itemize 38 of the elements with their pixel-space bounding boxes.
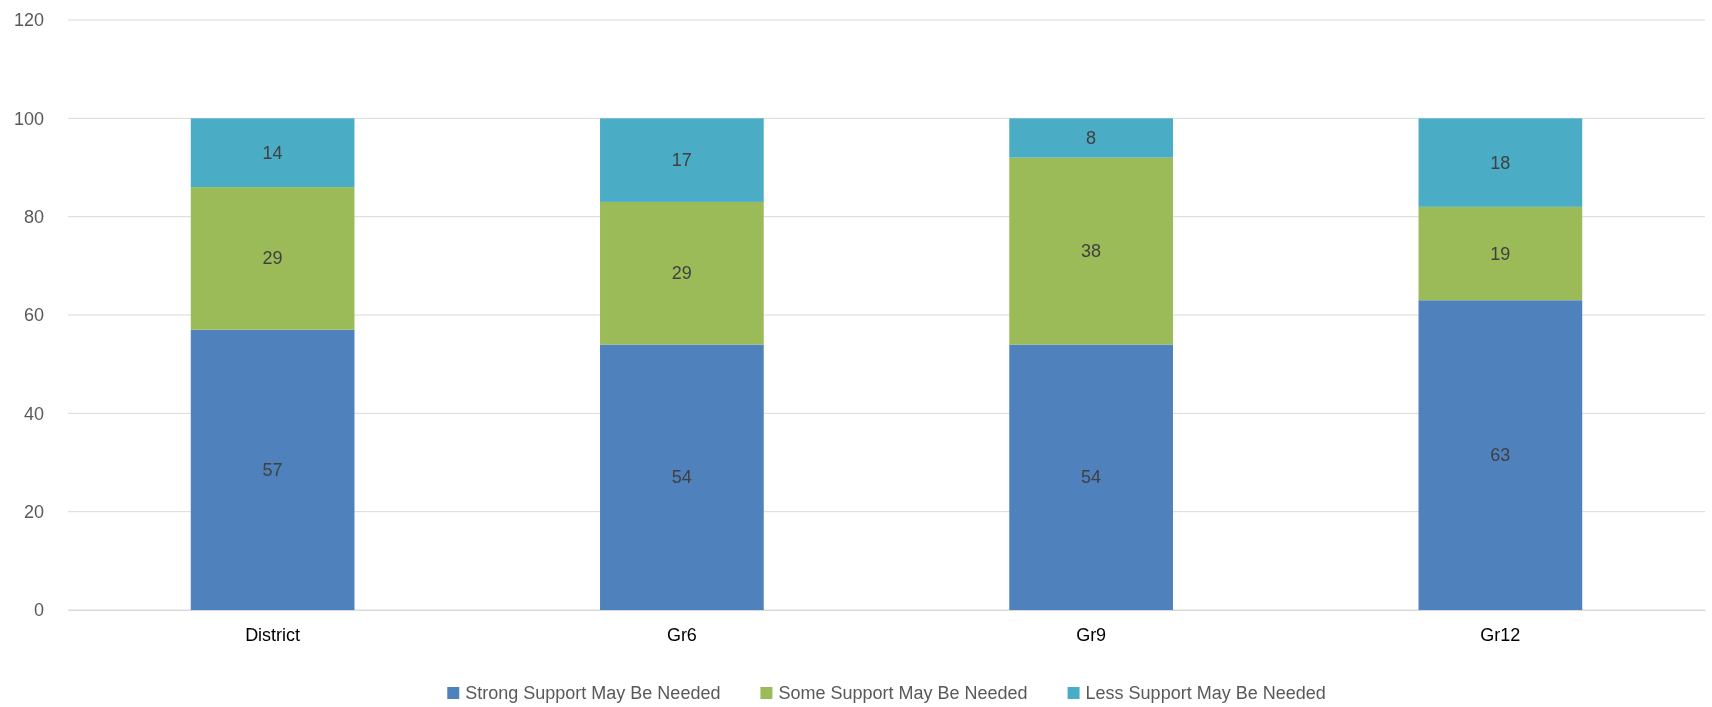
y-tick-label: 20 [23,501,44,522]
bar [600,118,764,202]
x-tick-label: Gr12 [1480,624,1521,645]
y-tick-label: 40 [23,403,44,424]
bar [1418,118,1583,207]
x-tick-label: District [245,624,301,645]
bar [600,344,764,610]
x-tick-label: Gr6 [666,624,697,645]
y-tick-label: 80 [23,206,44,227]
bar [1418,300,1583,610]
data-label: 19 [1490,243,1511,264]
bar [190,187,355,330]
legend-label: Some Support May Be Needed [778,683,1028,703]
data-label: 18 [1490,152,1511,173]
data-label: 54 [1081,467,1102,488]
bar [1418,206,1583,301]
data-label: 29 [671,263,692,284]
data-label: 54 [671,467,692,488]
y-tick-label: 100 [13,108,44,129]
bar [600,201,764,345]
legend-label: Less Support May Be Needed [1085,683,1326,703]
data-label: 38 [1081,241,1102,262]
data-label: 57 [262,459,283,480]
data-label: 8 [1086,128,1097,148]
y-tick-label: 0 [33,600,44,621]
x-tick-label: Gr9 [1076,624,1107,645]
bar [1009,118,1173,158]
bar [190,329,355,610]
data-label: 14 [262,142,283,163]
data-label: 29 [262,248,283,269]
y-tick-label: 120 [13,10,44,31]
data-label: 17 [671,150,692,171]
y-tick-label: 60 [23,305,44,326]
bar [1009,157,1173,345]
legend-label: Strong Support May Be Needed [465,683,721,703]
bar [190,118,355,188]
bar [1009,344,1173,610]
data-label: 63 [1490,445,1511,466]
